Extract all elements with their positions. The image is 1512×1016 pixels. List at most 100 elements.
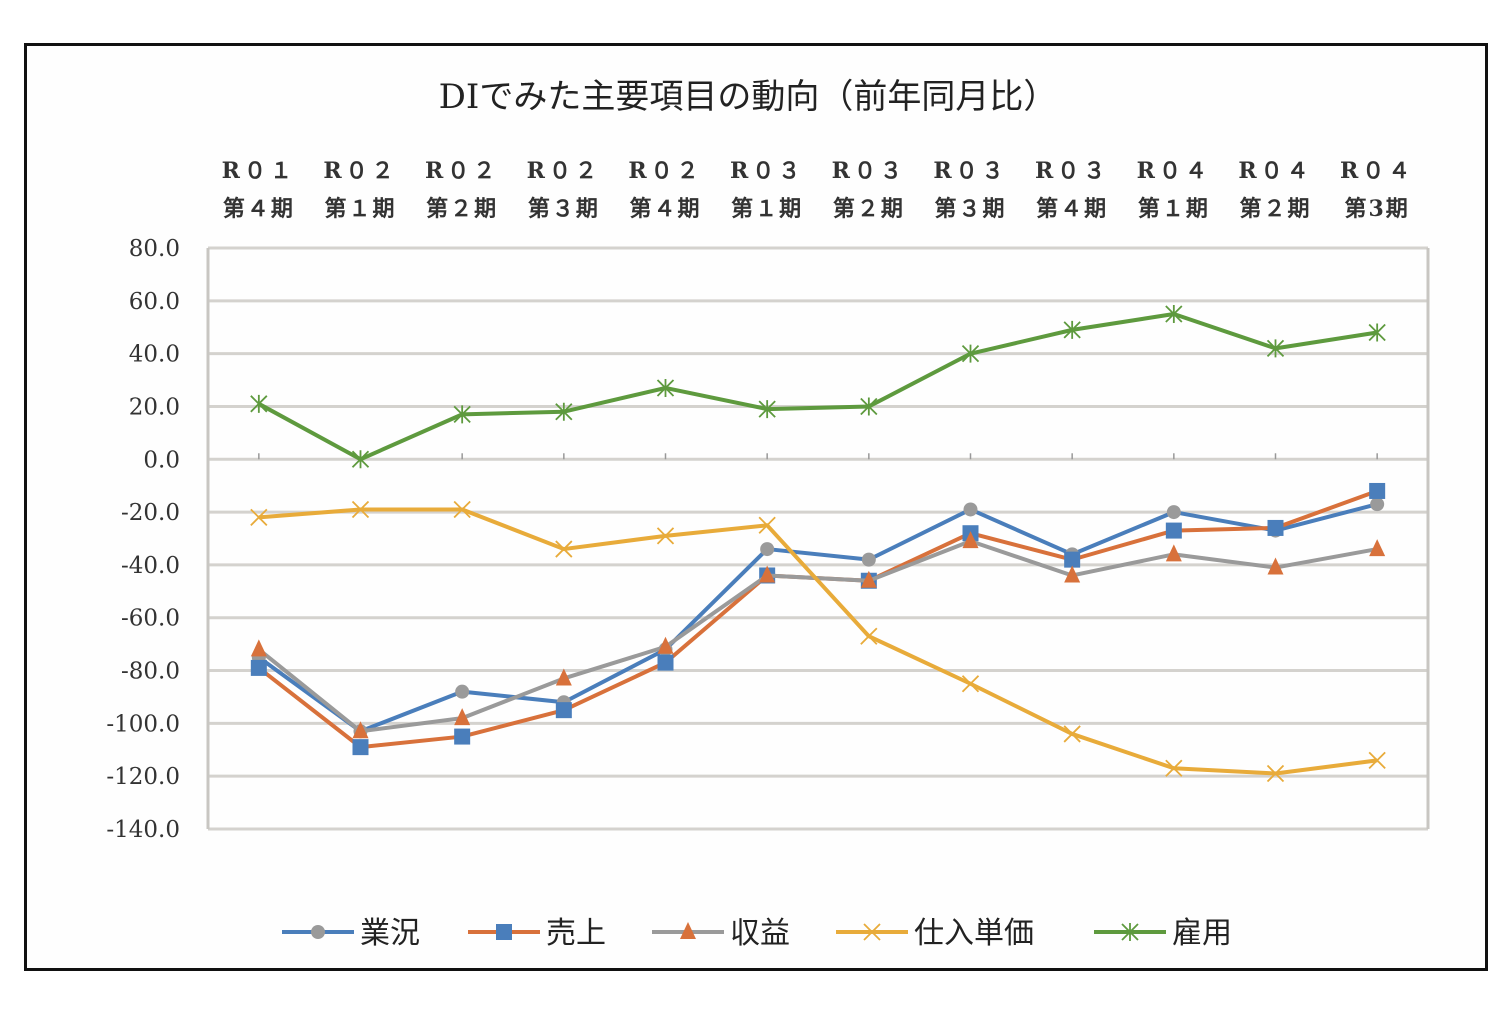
legend-label: 雇用 bbox=[1172, 916, 1232, 951]
legend-item: 売上 bbox=[468, 916, 606, 951]
data-point-square-marker bbox=[250, 659, 267, 676]
data-point-circle-marker bbox=[963, 502, 978, 517]
data-point-square-marker bbox=[657, 654, 674, 671]
x-category-label-top: R０４ bbox=[1238, 158, 1312, 184]
series-group bbox=[250, 305, 1386, 783]
y-tick-label: 60.0 bbox=[129, 289, 180, 315]
data-point-triangle-marker bbox=[555, 668, 572, 686]
x-category-label-top: R０４ bbox=[1340, 158, 1414, 184]
data-point-asterisk-marker bbox=[1165, 305, 1183, 324]
series-line bbox=[257, 502, 1378, 734]
x-category-label-bottom: 第３期 bbox=[934, 196, 1006, 222]
chart-title: DIでみた主要項目の動向（前年同月比） bbox=[439, 77, 1058, 117]
x-category-label-top: R０２ bbox=[323, 158, 397, 184]
data-point-square-marker bbox=[1064, 551, 1081, 568]
x-category-label-bottom: 第２期 bbox=[1239, 196, 1311, 222]
data-point-square-marker bbox=[1369, 482, 1386, 499]
series-line bbox=[257, 539, 1378, 734]
y-tick-label: -120.0 bbox=[106, 764, 180, 790]
data-point-asterisk-marker bbox=[758, 400, 776, 419]
legend-circle-marker-icon bbox=[311, 925, 325, 939]
data-point-triangle-marker bbox=[1267, 557, 1284, 575]
data-point-x-marker bbox=[351, 500, 370, 519]
data-point-triangle-marker bbox=[250, 639, 267, 657]
series-line bbox=[258, 507, 1378, 776]
data-point-circle-marker bbox=[1166, 505, 1181, 520]
data-point-asterisk-marker bbox=[656, 378, 675, 397]
legend: 業況 売上 収益 仕入単価 雇用 bbox=[282, 916, 1232, 951]
data-point-circle-marker bbox=[760, 542, 775, 557]
y-tick-label: -80.0 bbox=[121, 659, 180, 685]
data-point-x-marker bbox=[961, 675, 980, 693]
data-point-x-marker bbox=[250, 508, 268, 527]
data-point-x-marker bbox=[1266, 764, 1285, 783]
data-point-x-marker bbox=[1165, 759, 1183, 777]
data-point-x-marker bbox=[860, 627, 878, 645]
data-point-asterisk-marker bbox=[351, 450, 370, 469]
series-5 bbox=[250, 305, 1386, 469]
data-point-triangle-marker bbox=[352, 721, 369, 739]
data-point-asterisk-marker bbox=[1368, 323, 1386, 342]
data-point-asterisk-marker bbox=[453, 405, 471, 424]
x-category-label-bottom: 第４期 bbox=[1036, 196, 1108, 222]
series-4 bbox=[250, 500, 1386, 783]
data-point-triangle-marker bbox=[860, 570, 877, 588]
data-point-asterisk-marker bbox=[1266, 339, 1285, 358]
x-category-label-top: R０３ bbox=[730, 158, 804, 184]
gridlines bbox=[206, 246, 1430, 831]
data-point-square-marker bbox=[555, 702, 572, 719]
y-tick-label: -60.0 bbox=[121, 606, 180, 632]
x-category-label-top: R０２ bbox=[425, 158, 499, 184]
data-point-x-marker bbox=[555, 540, 573, 558]
data-point-triangle-marker bbox=[454, 708, 471, 726]
x-category-label-bottom: 第3期 bbox=[1345, 196, 1410, 222]
data-point-triangle-marker bbox=[1064, 565, 1081, 583]
data-point-x-marker bbox=[656, 527, 675, 545]
data-point-triangle-marker bbox=[1369, 539, 1386, 557]
x-category-label-top: R０３ bbox=[832, 158, 906, 184]
x-category-label-bottom: 第４期 bbox=[223, 196, 295, 222]
x-category-label-top: R０１ bbox=[222, 158, 296, 184]
y-tick-label: -140.0 bbox=[106, 817, 180, 843]
x-category-label-bottom: 第１期 bbox=[731, 196, 803, 222]
legend-label: 業況 bbox=[360, 916, 420, 951]
data-point-x-marker bbox=[453, 500, 471, 519]
legend-item: 収益 bbox=[652, 916, 790, 951]
x-category-label-top: R０２ bbox=[628, 158, 702, 184]
y-tick-label: -20.0 bbox=[121, 500, 180, 526]
data-point-asterisk-marker bbox=[860, 397, 878, 416]
y-tick-label: 20.0 bbox=[129, 394, 180, 420]
legend-square-marker-icon bbox=[496, 924, 512, 940]
y-tick-label: 0.0 bbox=[143, 447, 180, 473]
legend-label: 売上 bbox=[546, 916, 606, 951]
y-tick-label: -40.0 bbox=[121, 553, 180, 579]
y-tick-label: 40.0 bbox=[129, 342, 180, 368]
chart-frame bbox=[24, 43, 1488, 971]
legend-item: 仕入単価 bbox=[836, 916, 1034, 951]
data-point-triangle-marker bbox=[657, 636, 674, 654]
data-point-circle-marker bbox=[455, 684, 470, 699]
data-point-asterisk-marker bbox=[555, 402, 573, 421]
data-point-square-marker bbox=[352, 739, 369, 756]
data-point-asterisk-marker bbox=[1063, 320, 1081, 339]
x-category-label-top: R０４ bbox=[1137, 158, 1211, 184]
x-category-label-top: R０３ bbox=[933, 158, 1007, 184]
legend-item: 業況 bbox=[282, 916, 420, 951]
x-axis-categories: R０１ 第４期 R０２ 第１期 R０２ 第２期 R０２ 第３期 R０２ 第４期 R０３ 第１期 R０３ 第… bbox=[222, 158, 1414, 222]
x-category-label-top: R０３ bbox=[1035, 158, 1109, 184]
data-point-triangle-marker bbox=[1165, 544, 1182, 562]
data-point-triangle-marker bbox=[962, 531, 979, 549]
data-point-x-marker bbox=[758, 516, 776, 534]
legend-label: 収益 bbox=[730, 916, 790, 951]
x-category-label-bottom: 第１期 bbox=[324, 196, 396, 222]
series-line bbox=[257, 312, 1378, 462]
x-category-label-bottom: 第１期 bbox=[1138, 196, 1210, 222]
data-point-circle-marker bbox=[861, 552, 876, 567]
data-point-x-marker bbox=[1063, 725, 1081, 743]
y-tick-label: 80.0 bbox=[129, 236, 180, 262]
y-tick-label: -100.0 bbox=[106, 711, 180, 737]
legend-x-marker-icon bbox=[863, 923, 881, 941]
x-category-label-bottom: 第２期 bbox=[426, 196, 498, 222]
y-axis-ticks: 80.0 60.0 40.0 20.0 0.0 -20.0 -40.0 -60.0 -80.0 -… bbox=[106, 236, 180, 843]
